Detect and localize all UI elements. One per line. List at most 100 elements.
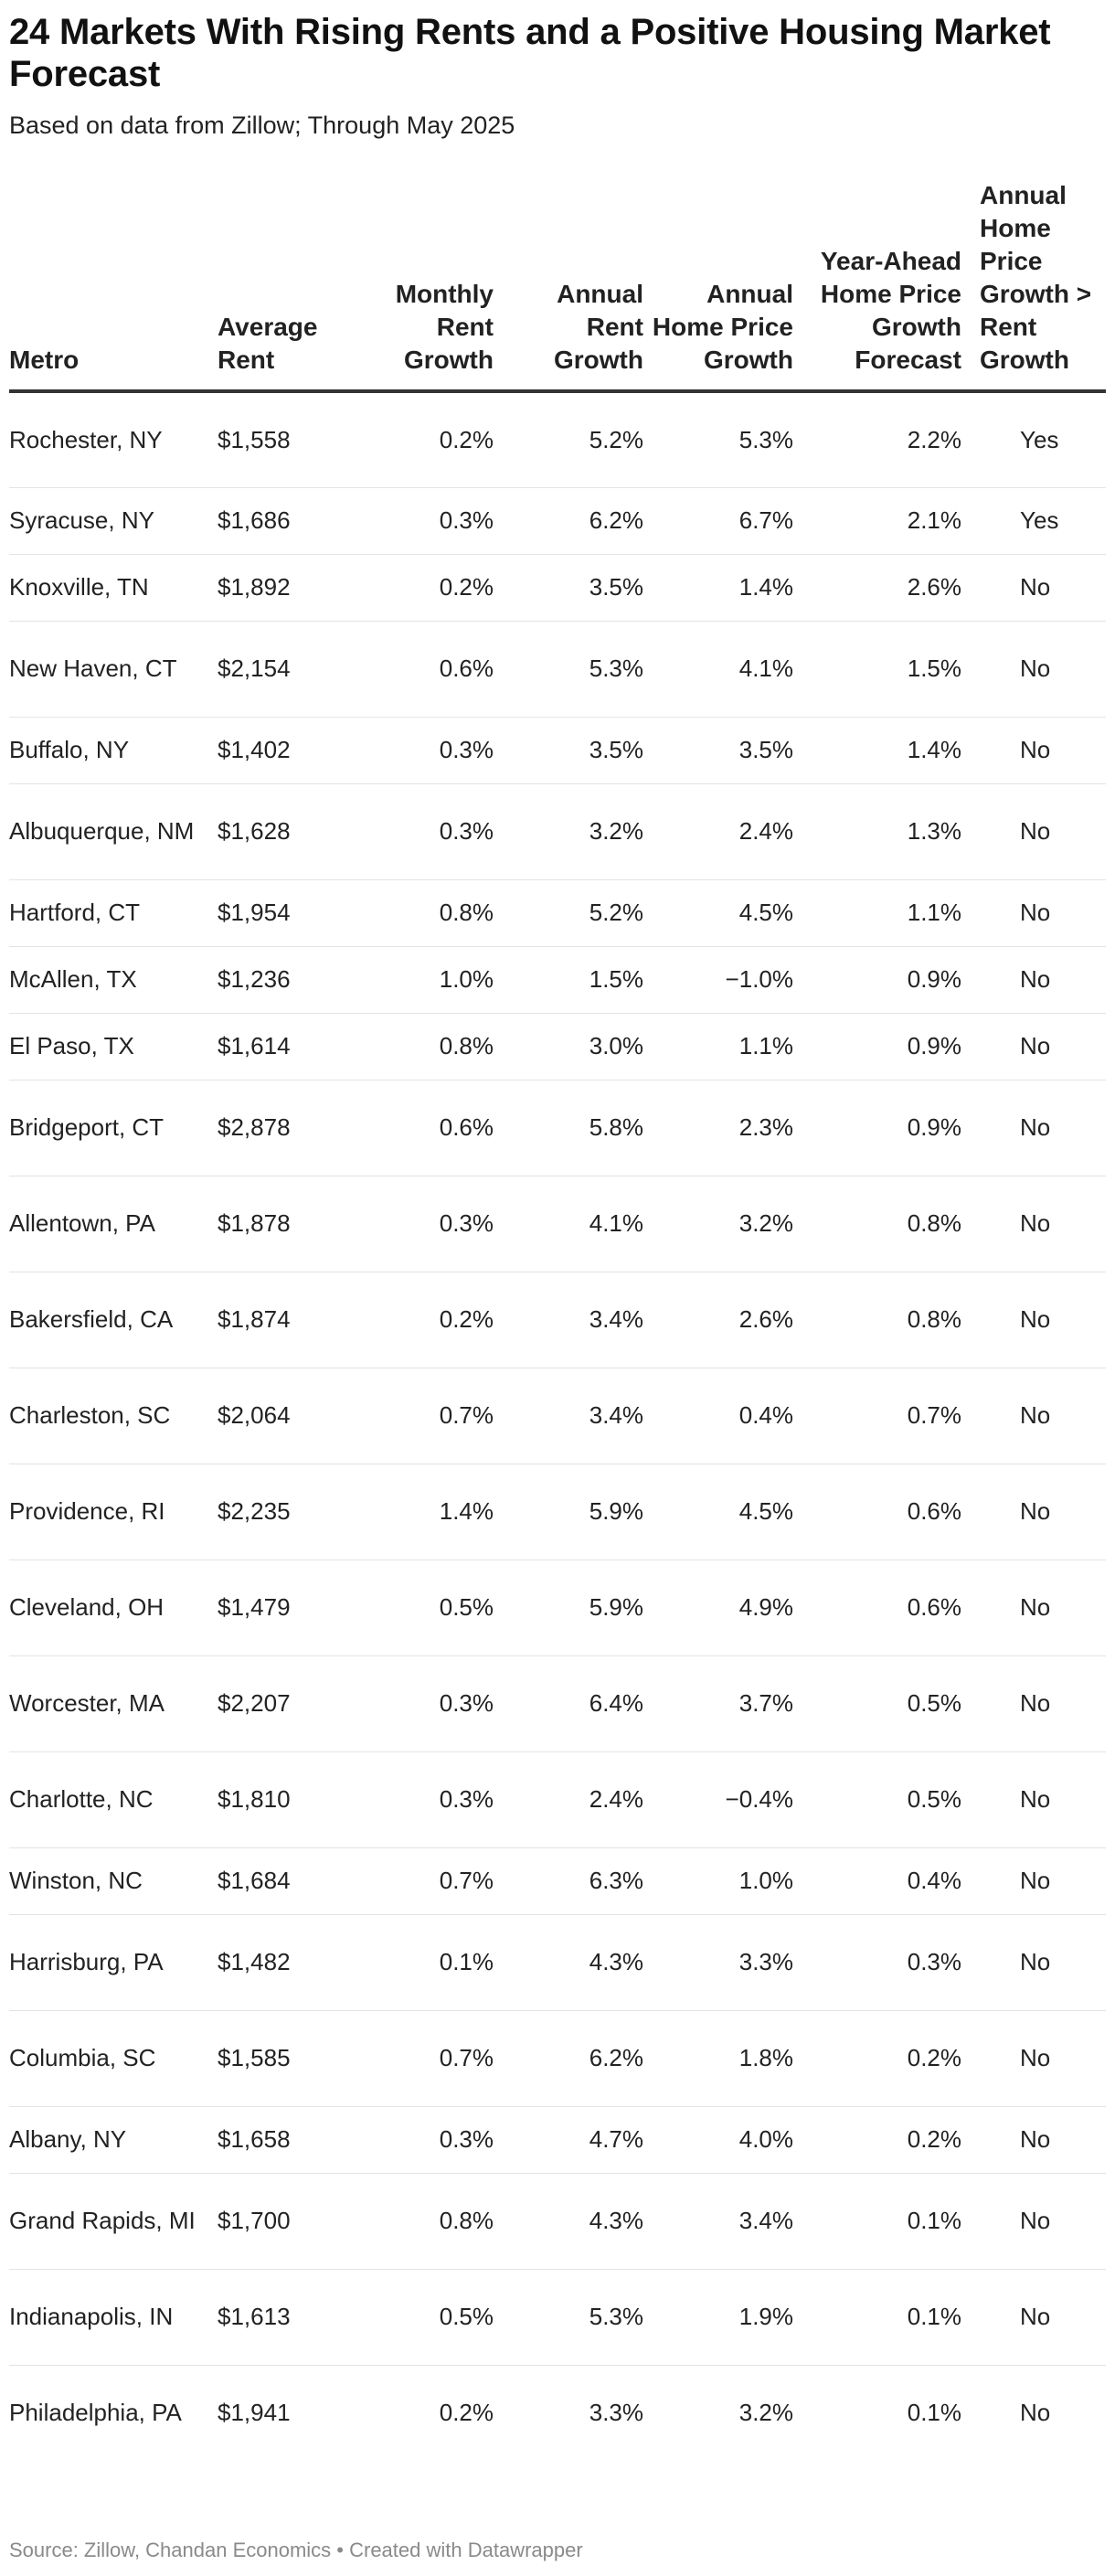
column-header-annual-home-price-growth[interactable]: Annual Home Price Growth [643, 179, 793, 393]
table-row: El Paso, TX $1,614 0.8% 3.0% 1.1% 0.9% No [9, 1013, 1106, 1080]
monthly-rent-growth-cell: 0.3% [344, 1176, 494, 1272]
table-row: Columbia, SC $1,585 0.7% 6.2% 1.8% 0.2% No [9, 2010, 1106, 2107]
column-header-metro[interactable]: Metro [9, 179, 208, 393]
forecast-cell: 0.8% [793, 1272, 961, 1368]
annual-rent-growth-cell: 2.4% [494, 1751, 643, 1848]
monthly-rent-growth-cell: 0.8% [344, 2173, 494, 2270]
price-vs-rent-cell: No [961, 1655, 1106, 1752]
forecast-cell: 2.2% [793, 391, 961, 488]
forecast-cell: 0.1% [793, 2173, 961, 2270]
table-row: Allentown, PA $1,878 0.3% 4.1% 3.2% 0.8% No [9, 1176, 1106, 1272]
table-row: Rochester, NY $1,558 0.2% 5.2% 5.3% 2.2% Yes [9, 391, 1106, 488]
table-row: Philadelphia, PA $1,941 0.2% 3.3% 3.2% 0.1% No [9, 2365, 1106, 2461]
annual-rent-growth-cell: 5.9% [494, 1559, 643, 1656]
forecast-cell: 0.2% [793, 2106, 961, 2174]
annual-rent-growth-cell: 4.7% [494, 2106, 643, 2174]
table-row: Albuquerque, NM $1,628 0.3% 3.2% 2.4% 1.3% No [9, 783, 1106, 880]
average-rent-cell: $1,402 [208, 717, 344, 784]
metro-cell: McAllen, TX [9, 946, 208, 1014]
price-vs-rent-cell: No [961, 1176, 1106, 1272]
monthly-rent-growth-cell: 0.2% [344, 391, 494, 488]
metro-cell: Grand Rapids, MI [9, 2173, 208, 2270]
price-vs-rent-cell: No [1020, 2399, 1051, 2427]
price-vs-rent-cell: No [961, 1847, 1106, 1915]
header-row: Metro Average Rent Monthly Rent Growth A… [9, 179, 1106, 393]
monthly-rent-growth-cell: 0.2% [439, 2399, 494, 2427]
annual-rent-growth-cell: 5.2% [494, 391, 643, 488]
price-vs-rent-cell: No [961, 2173, 1106, 2270]
annual-rent-growth-cell: 5.9% [494, 1464, 643, 1560]
monthly-rent-growth-cell: 0.5% [344, 1559, 494, 1656]
table-row: Buffalo, NY $1,402 0.3% 3.5% 3.5% 1.4% No [9, 717, 1106, 784]
average-rent-cell: $1,892 [208, 554, 344, 622]
metro-cell: Bridgeport, CT [9, 1080, 208, 1176]
average-rent-cell: $1,941 [218, 2399, 291, 2427]
monthly-rent-growth-cell: 0.3% [344, 487, 494, 555]
monthly-rent-growth-cell: 0.7% [344, 1368, 494, 1464]
column-header-monthly-rent-growth[interactable]: Monthly Rent Growth [344, 179, 494, 393]
average-rent-cell: $1,613 [208, 2269, 344, 2366]
column-header-annual-rent-growth[interactable]: Annual Rent Growth [494, 179, 643, 393]
annual-home-price-growth-cell: 1.9% [643, 2269, 793, 2366]
annual-home-price-growth-cell: 3.3% [643, 1914, 793, 2011]
table-row: Harrisburg, PA $1,482 0.1% 4.3% 3.3% 0.3% No [9, 1914, 1106, 2011]
forecast-cell: 0.9% [793, 946, 961, 1014]
monthly-rent-growth-cell: 0.8% [344, 1013, 494, 1080]
annual-rent-growth-cell: 4.1% [494, 1176, 643, 1272]
price-vs-rent-cell: No [961, 946, 1106, 1014]
metro-cell: Charleston, SC [9, 1368, 208, 1464]
monthly-rent-growth-cell: 0.3% [344, 717, 494, 784]
price-vs-rent-cell: No [961, 2106, 1106, 2174]
monthly-rent-growth-cell: 0.7% [344, 1847, 494, 1915]
annual-home-price-growth-cell: 4.5% [643, 879, 793, 947]
annual-home-price-growth-cell: −1.0% [643, 946, 793, 1014]
column-header-price-vs-rent[interactable]: Annual Home Price Growth > Rent Growth [961, 179, 1106, 393]
annual-rent-growth-cell: 3.5% [494, 717, 643, 784]
metro-cell: Worcester, MA [9, 1655, 208, 1752]
metro-cell: Philadelphia, PA [9, 2399, 182, 2427]
forecast-cell: 0.2% [793, 2010, 961, 2107]
monthly-rent-growth-cell: 0.2% [344, 554, 494, 622]
metro-cell: Harrisburg, PA [9, 1914, 208, 2011]
average-rent-cell: $2,207 [208, 1655, 344, 1752]
monthly-rent-growth-cell: 0.7% [344, 2010, 494, 2107]
metro-cell: Syracuse, NY [9, 487, 208, 555]
table-row: Worcester, MA $2,207 0.3% 6.4% 3.7% 0.5% No [9, 1655, 1106, 1752]
annual-home-price-growth-cell: 4.1% [643, 621, 793, 718]
monthly-rent-growth-cell: 0.6% [344, 621, 494, 718]
annual-home-price-growth-cell: 3.2% [643, 1176, 793, 1272]
table-row: Syracuse, NY $1,686 0.3% 6.2% 6.7% 2.1% Yes [9, 487, 1106, 555]
annual-rent-growth-cell: 6.2% [494, 2010, 643, 2107]
average-rent-cell: $1,482 [208, 1914, 344, 2011]
annual-rent-growth-cell: 3.4% [494, 1368, 643, 1464]
annual-home-price-growth-cell: 3.5% [643, 717, 793, 784]
average-rent-cell: $1,628 [208, 783, 344, 880]
forecast-cell: 0.5% [793, 1751, 961, 1848]
forecast-cell: 0.8% [793, 1176, 961, 1272]
annual-rent-growth-cell: 3.2% [494, 783, 643, 880]
annual-home-price-growth-cell: 3.4% [643, 2173, 793, 2270]
annual-home-price-growth-cell: 1.1% [643, 1013, 793, 1080]
average-rent-cell: $1,558 [208, 391, 344, 488]
metro-cell: Cleveland, OH [9, 1559, 208, 1656]
price-vs-rent-cell: No [961, 717, 1106, 784]
average-rent-cell: $1,614 [208, 1013, 344, 1080]
average-rent-cell: $1,954 [208, 879, 344, 947]
forecast-cell: 0.9% [793, 1080, 961, 1176]
annual-rent-growth-cell: 6.4% [494, 1655, 643, 1752]
table-row: Bakersfield, CA $1,874 0.2% 3.4% 2.6% 0.8% No [9, 1272, 1106, 1368]
forecast-cell: 0.7% [793, 1368, 961, 1464]
price-vs-rent-cell: No [961, 621, 1106, 718]
price-vs-rent-cell: No [961, 2010, 1106, 2107]
annual-rent-growth-cell: 6.2% [494, 487, 643, 555]
column-header-average-rent[interactable]: Average Rent [208, 179, 344, 393]
monthly-rent-growth-cell: 0.6% [344, 1080, 494, 1176]
average-rent-cell: $1,874 [208, 1272, 344, 1368]
column-header-forecast[interactable]: Year-Ahead Home Price Growth Forecast [793, 179, 961, 393]
average-rent-cell: $1,479 [208, 1559, 344, 1656]
forecast-cell: 2.6% [793, 554, 961, 622]
source-note: Source: Zillow, Chandan Economics • Crea… [9, 2539, 583, 2561]
price-vs-rent-cell: No [961, 783, 1106, 880]
table-row: Hartford, CT $1,954 0.8% 5.2% 4.5% 1.1% No [9, 879, 1106, 947]
metro-cell: Buffalo, NY [9, 717, 208, 784]
